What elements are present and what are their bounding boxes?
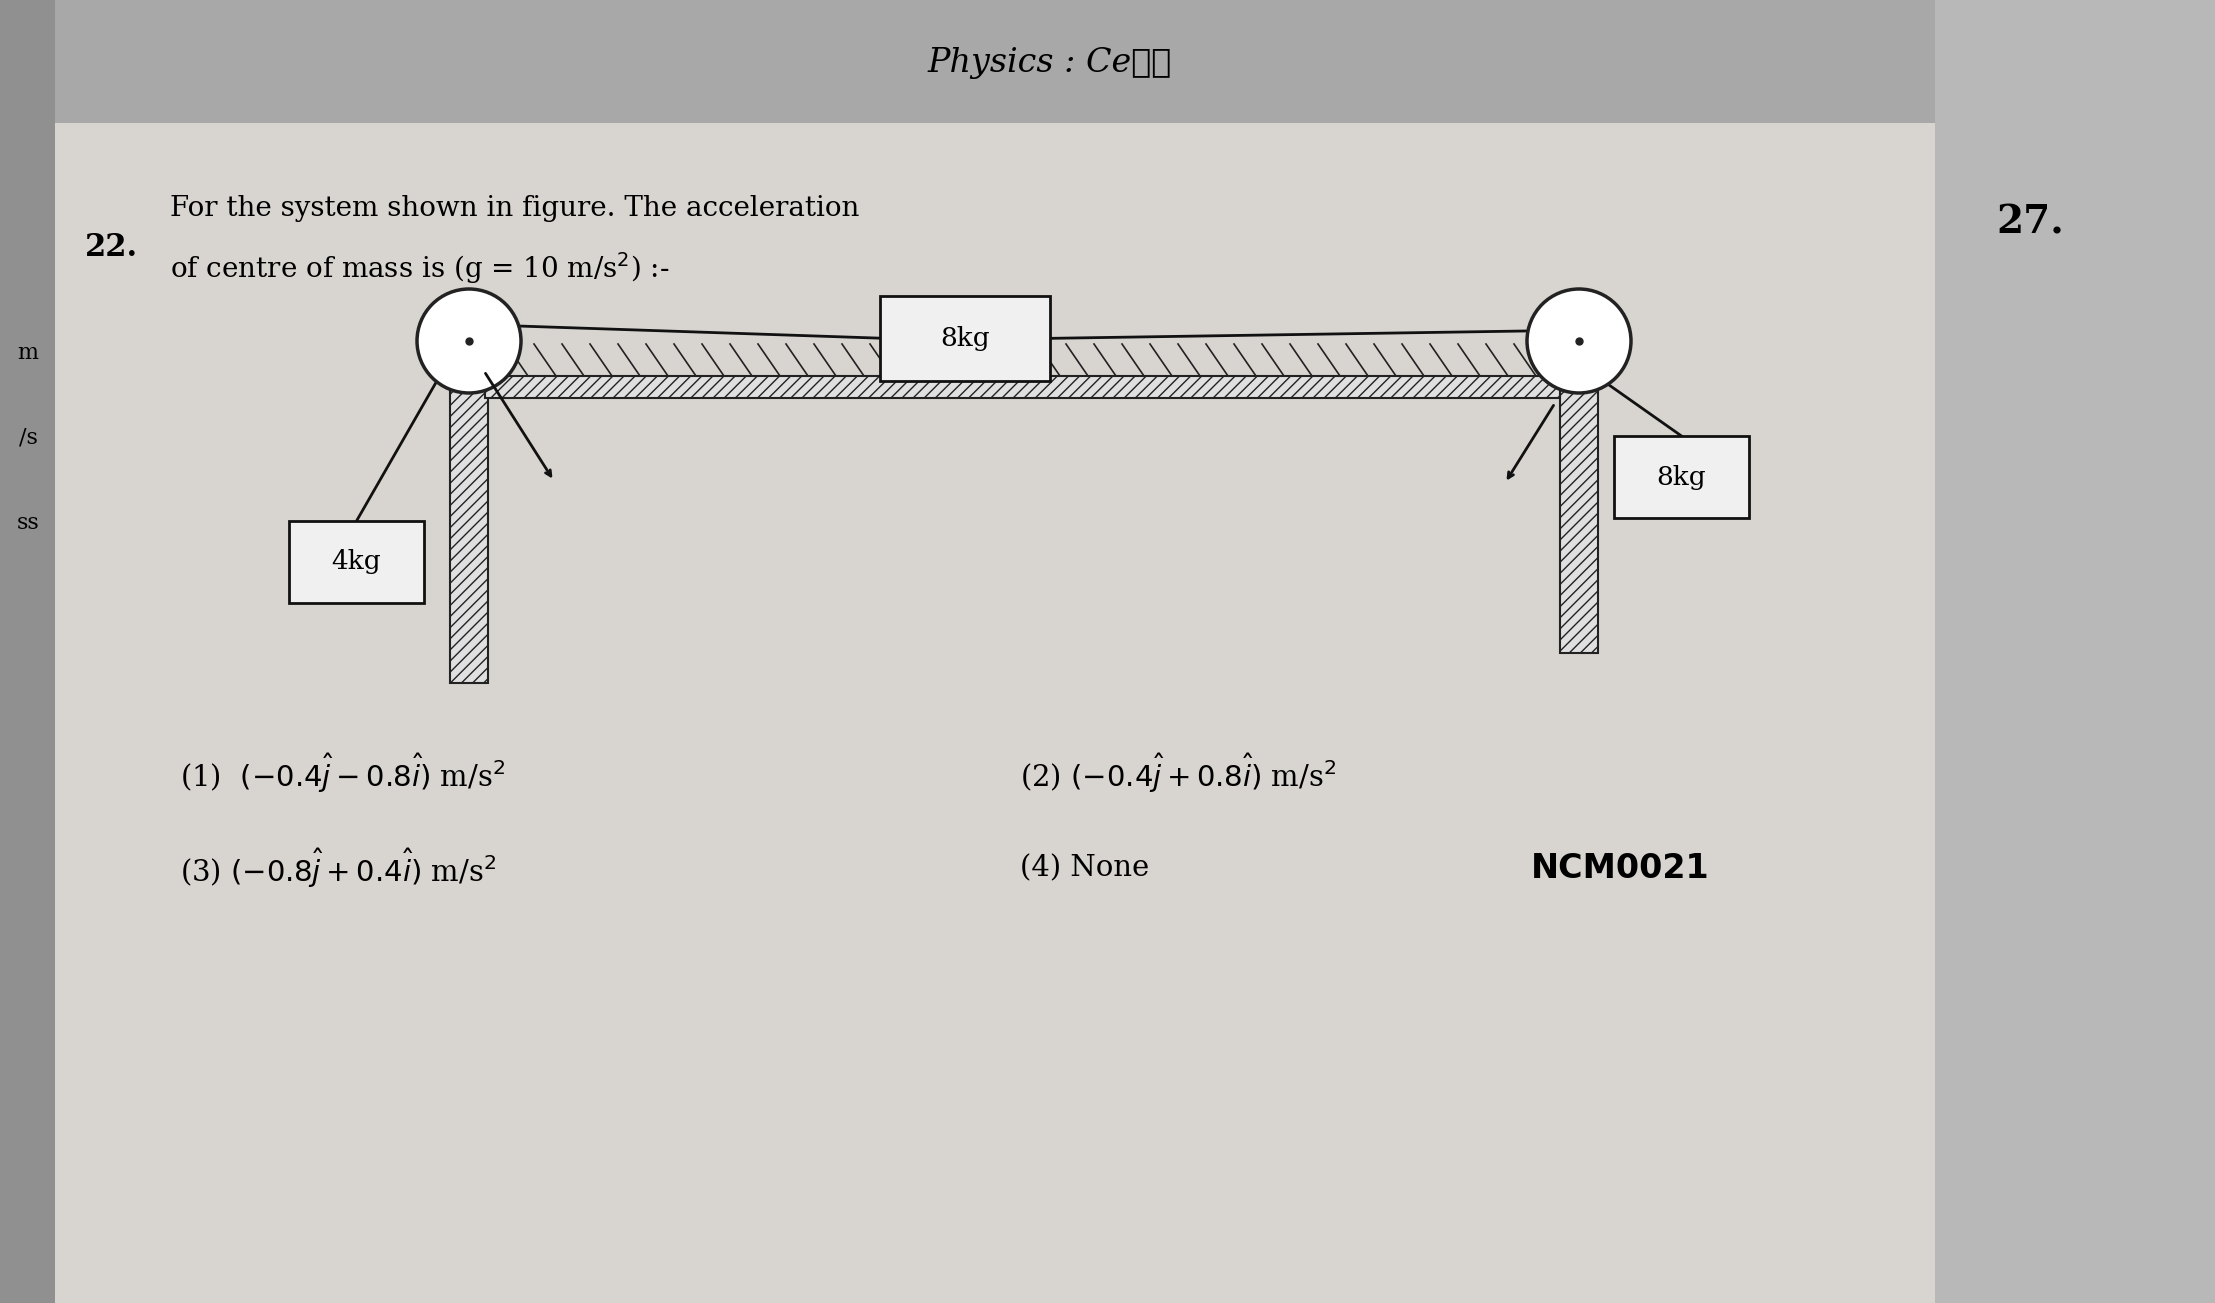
Circle shape	[416, 289, 521, 394]
Bar	[450, 373, 487, 683]
Text: of centre of mass is (g = 10 m/s$^2$) :-: of centre of mass is (g = 10 m/s$^2$) :-	[171, 250, 669, 285]
Bar	[1936, 0, 2215, 1303]
Text: m: m	[18, 341, 38, 364]
Text: 22.: 22.	[84, 232, 137, 263]
Text: 27.: 27.	[1996, 205, 2064, 242]
Text: 8kg: 8kg	[939, 326, 990, 351]
Text: For the system shown in figure. The acceleration: For the system shown in figure. The acce…	[171, 194, 859, 222]
Bar	[0, 0, 55, 1303]
Text: (3) $(-0.8\hat{j}+0.4\hat{i})$ m/s$^2$: (3) $(-0.8\hat{j}+0.4\hat{i})$ m/s$^2$	[179, 847, 496, 890]
Bar	[485, 377, 1559, 397]
Text: 8kg: 8kg	[1657, 464, 1706, 490]
Text: (4) None: (4) None	[1019, 853, 1150, 882]
Bar	[879, 296, 1050, 380]
Bar	[1559, 373, 1597, 653]
Bar	[55, 0, 1936, 122]
Text: (1)  $(-0.4\hat{j}-0.8\hat{i})$ m/s$^2$: (1) $(-0.4\hat{j}-0.8\hat{i})$ m/s$^2$	[179, 752, 505, 795]
Circle shape	[1526, 289, 1630, 394]
Bar	[55, 0, 1936, 1303]
Text: (2) $(-0.4\hat{j}+0.8\hat{i})$ m/s$^2$: (2) $(-0.4\hat{j}+0.8\hat{i})$ m/s$^2$	[1019, 752, 1336, 795]
Text: /s: /s	[18, 427, 38, 450]
Text: 4kg: 4kg	[332, 550, 381, 575]
Text: Physics : Ceℓℓ: Physics : Ceℓℓ	[928, 47, 1172, 79]
Bar	[1615, 437, 1750, 519]
Text: NCM0021: NCM0021	[1531, 851, 1710, 885]
Text: ss: ss	[18, 512, 40, 534]
Bar	[288, 521, 423, 603]
